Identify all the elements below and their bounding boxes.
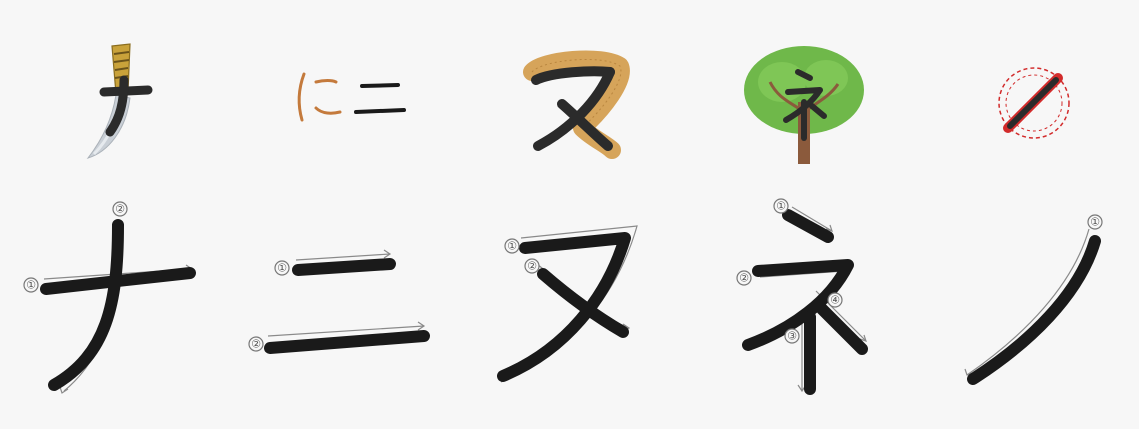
svg-text:①: ① <box>277 262 287 275</box>
stroke-order-ni: ① ② <box>240 240 440 365</box>
stroke-number-1: ① <box>504 238 520 254</box>
svg-text:②: ② <box>115 203 125 216</box>
stroke-number-2: ② <box>112 201 128 217</box>
svg-text:②: ② <box>527 260 537 273</box>
stroke-order-nu: ① ② <box>495 220 655 390</box>
svg-text:①: ① <box>507 240 517 253</box>
stroke-number-3: ③ <box>784 328 800 344</box>
svg-text:④: ④ <box>830 294 840 307</box>
stroke-number-1: ① <box>1087 214 1103 230</box>
svg-text:②: ② <box>739 272 749 285</box>
stroke-number-4: ④ <box>827 292 843 308</box>
stroke-number-1: ① <box>274 260 290 276</box>
stroke-number-2: ② <box>736 270 752 286</box>
svg-text:①: ① <box>26 279 36 292</box>
hiragana-ni-icon <box>292 66 412 126</box>
no-sign-icon <box>992 62 1076 144</box>
stroke-number-2: ② <box>524 258 540 274</box>
svg-text:②: ② <box>251 338 261 351</box>
stroke-order-na: ① ② <box>18 195 208 400</box>
tree-icon <box>740 42 870 167</box>
svg-text:①: ① <box>776 200 786 213</box>
svg-text:①: ① <box>1090 216 1100 229</box>
svg-text:③: ③ <box>787 330 797 343</box>
stroke-order-no: ① <box>955 205 1115 390</box>
stroke-number-1: ① <box>773 198 789 214</box>
stroke-order-ne: ① ② ③ ④ <box>730 195 880 400</box>
knife-icon <box>80 40 160 165</box>
noodle-icon <box>522 50 632 160</box>
stroke-number-1: ① <box>23 277 39 293</box>
stroke-number-2: ② <box>248 336 264 352</box>
